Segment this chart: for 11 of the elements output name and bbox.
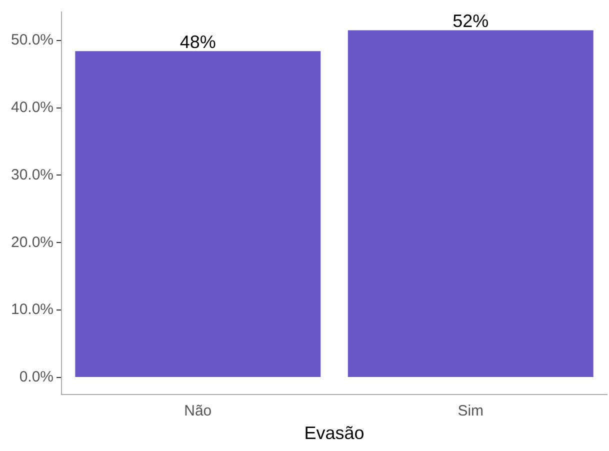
data-label: 48%	[180, 32, 216, 52]
y-tick-label: 50.0%	[10, 31, 54, 48]
data-label: 52%	[452, 11, 489, 32]
x-axis-title: Evasão	[304, 423, 364, 444]
y-tick-label: 40.0%	[10, 98, 54, 116]
y-tick-label: 10.0%	[10, 301, 54, 318]
y-tick-label: 30.0%	[10, 166, 54, 184]
y-tick-label: 20.0%	[10, 234, 54, 251]
y-tick-label: 0.0%	[19, 368, 54, 386]
x-tick-label: Sim	[458, 402, 484, 420]
x-tick-label: Não	[184, 402, 212, 420]
